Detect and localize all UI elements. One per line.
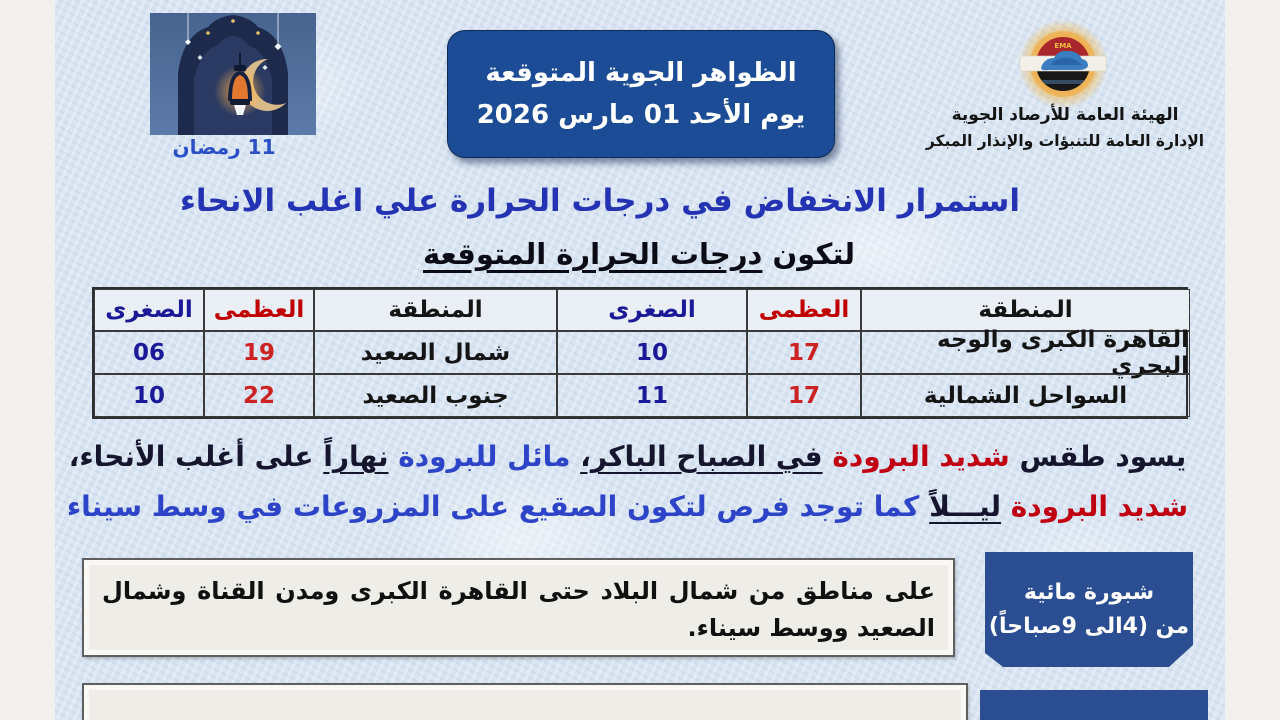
- col-header-min-primary: الصغرى: [557, 289, 747, 331]
- authority-name: الهيئة العامة للأرصاد الجوية: [951, 105, 1179, 125]
- forecast-segment: ليـــلاً: [929, 490, 1002, 523]
- fog-label: شبورة مائية من (4الى 9صباحاً): [985, 552, 1193, 667]
- forecast-line-1: يسود طقس شديد البرودة في الصباح الباكر، …: [55, 433, 1200, 481]
- meteorological-authority-logo: EMA: [1018, 19, 1108, 109]
- bulletin-date: يوم الأحد 01 مارس 2026: [476, 100, 806, 130]
- forecast-segment: يسود طقس: [1009, 440, 1187, 473]
- sub-heading-underlined: درجات الحرارة المتوقعة: [422, 237, 763, 271]
- col-header-max-secondary: العظمى: [204, 289, 314, 331]
- forecast-segment: شديد البرودة: [822, 440, 1010, 473]
- forecast-segment: في الصباح الباكر،: [580, 440, 823, 473]
- col-header-region-primary: المنطقة: [861, 289, 1190, 331]
- forecast-segment: على أغلب الأنحاء،: [68, 440, 324, 473]
- col-header-max-primary: العظمى: [747, 289, 861, 331]
- main-heading: استمرار الانخفاض في درجات الحرارة علي اغ…: [179, 183, 1021, 219]
- max-temp: 17: [747, 331, 861, 374]
- forecast-segment: كما توجد فرص لتكون الصقيع على المزروعات …: [66, 490, 930, 523]
- next-info-box-cutoff: [82, 683, 968, 720]
- col-header-min-secondary: الصغرى: [94, 289, 204, 331]
- min-temp: 10: [94, 374, 204, 417]
- ramadan-day-label: 11 رمضان: [172, 135, 276, 159]
- region-name: السواحل الشمالية: [861, 374, 1190, 417]
- forecast-segment: مائل للبرودة: [388, 440, 581, 473]
- fog-label-time: من (4الى 9صباحاً): [988, 613, 1190, 639]
- fog-area-text: على مناطق من شمال البلاد حتى القاهرة الك…: [102, 577, 935, 642]
- fog-label-title: شبورة مائية: [1023, 579, 1155, 605]
- region-name: شمال الصعيد: [314, 331, 557, 374]
- region-name: جنوب الصعيد: [314, 374, 557, 417]
- ramadan-lantern-image: [150, 13, 316, 135]
- forecast-segment: شديد البرودة: [1001, 490, 1189, 523]
- title-box: الظواهر الجوية المتوقعة يوم الأحد 01 مار…: [447, 30, 835, 158]
- forecast-line-2: شديد البرودة ليـــلاً كما توجد فرص لتكون…: [55, 483, 1200, 531]
- max-temp: 22: [204, 374, 314, 417]
- organization-names: الهيئة العامة للأرصاد الجوية الإدارة الع…: [925, 102, 1205, 154]
- min-temp: 11: [557, 374, 747, 417]
- temperature-table: الصغرى العظمى المنطقة الصغرى العظمى المن…: [92, 287, 1190, 419]
- bulletin-title: الظواهر الجوية المتوقعة: [485, 58, 797, 88]
- department-name: الإدارة العامة للتنبؤات والإنذار المبكر: [925, 132, 1205, 150]
- next-label-cutoff: [980, 690, 1208, 720]
- max-temp: 19: [204, 331, 314, 374]
- max-temp: 17: [747, 374, 861, 417]
- sub-heading: لتكون درجات الحرارة المتوقعة: [55, 237, 1223, 271]
- logo-ema-text: EMA: [1054, 42, 1072, 50]
- sub-heading-prefix: لتكون: [762, 237, 856, 271]
- min-temp: 06: [94, 331, 204, 374]
- region-name: القاهرة الكبرى والوجه البحري: [861, 327, 1190, 379]
- fog-area-box: على مناطق من شمال البلاد حتى القاهرة الك…: [82, 558, 955, 657]
- forecast-segment: نهاراً: [323, 440, 389, 473]
- min-temp: 10: [557, 331, 747, 374]
- col-header-region-secondary: المنطقة: [314, 289, 557, 331]
